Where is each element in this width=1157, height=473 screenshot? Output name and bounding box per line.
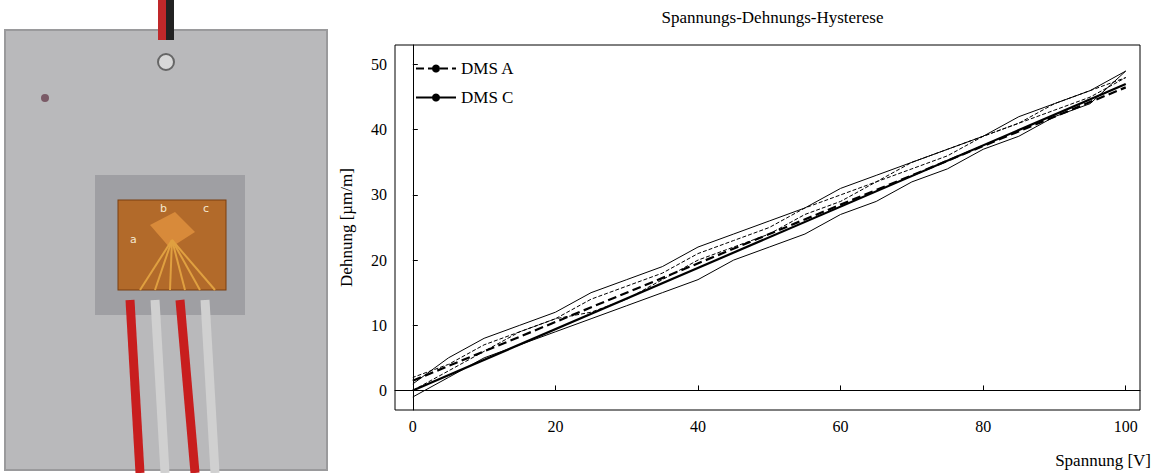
svg-text:a: a (130, 233, 137, 246)
svg-text:0: 0 (379, 382, 387, 399)
svg-text:c: c (203, 202, 209, 215)
svg-text:10: 10 (371, 317, 387, 334)
svg-text:50: 50 (371, 56, 387, 73)
svg-text:Spannungs-Dehnungs-Hysterese: Spannungs-Dehnungs-Hysterese (662, 8, 884, 27)
svg-text:60: 60 (833, 418, 849, 435)
svg-text:30: 30 (371, 186, 387, 203)
svg-text:DMS A: DMS A (461, 59, 514, 78)
svg-text:DMS C: DMS C (461, 88, 513, 107)
svg-text:Spannung [V]: Spannung [V] (1055, 451, 1151, 470)
svg-text:20: 20 (547, 418, 563, 435)
svg-text:b: b (160, 202, 167, 215)
svg-text:100: 100 (1114, 418, 1138, 435)
svg-text:40: 40 (371, 121, 387, 138)
svg-text:80: 80 (975, 418, 991, 435)
svg-text:Dehnung [µm/m]: Dehnung [µm/m] (337, 168, 356, 287)
svg-text:40: 40 (690, 418, 706, 435)
svg-text:0: 0 (409, 418, 417, 435)
svg-text:20: 20 (371, 252, 387, 269)
